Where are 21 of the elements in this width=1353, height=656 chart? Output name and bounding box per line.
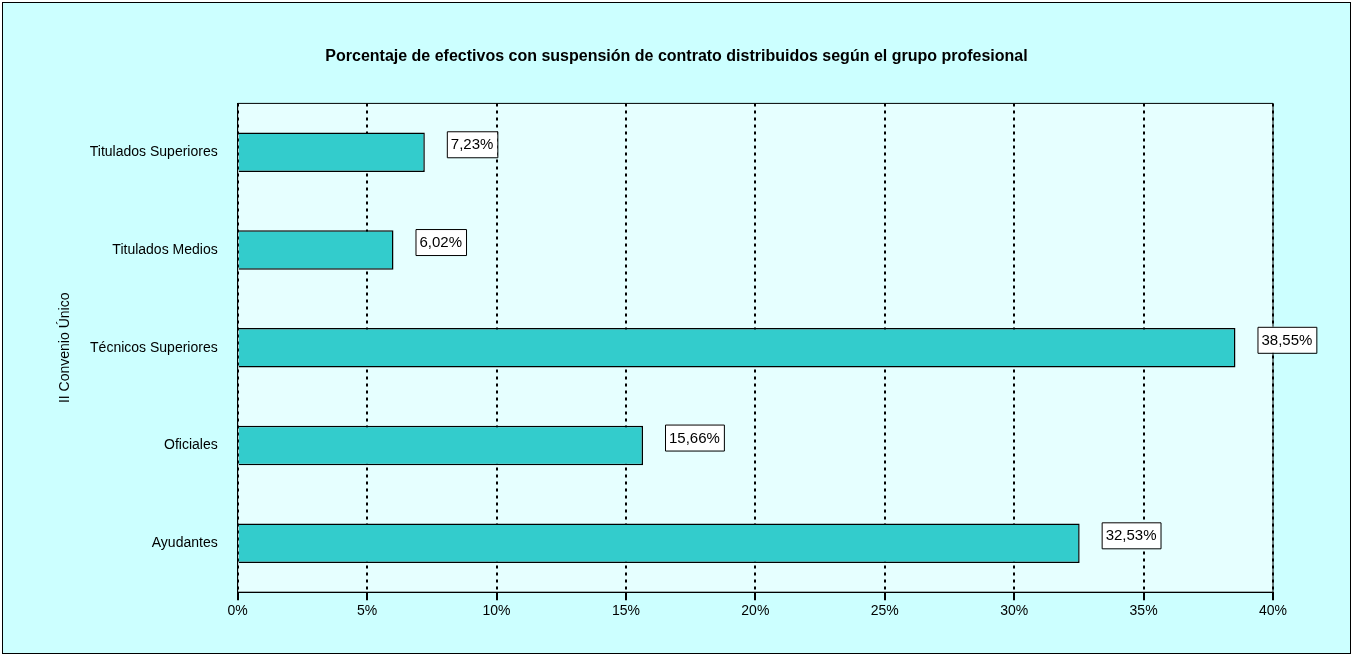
x-tick-label: 35%	[1129, 602, 1158, 619]
x-tick-label: 10%	[482, 602, 511, 619]
data-label: 15,66%	[669, 428, 720, 446]
data-label: 32,53%	[1105, 526, 1157, 544]
y-tick-label: Oficiales	[163, 436, 218, 453]
x-tick-label: 40%	[1258, 602, 1288, 619]
y-tick-label: Técnicos Superiores	[90, 338, 218, 355]
x-tick-label: 30%	[1000, 602, 1029, 619]
y-tick-label: Ayudantes	[151, 534, 218, 551]
chart-title: Porcentaje de efectivos con suspensión de contrato distribuidos según el grupo profesional	[324, 47, 1029, 65]
x-tick-label: 25%	[870, 602, 899, 619]
x-tick-label: 20%	[741, 602, 770, 619]
x-tick-label: 5%	[356, 602, 378, 619]
data-label: 38,55%	[1261, 330, 1313, 348]
y-tick-label: Titulados Medios	[112, 240, 218, 257]
x-tick-label: 0%	[227, 602, 248, 619]
data-label: 7,23%	[450, 135, 494, 153]
data-label: 6,02%	[419, 233, 463, 251]
y-tick-label: Titulados Superiores	[89, 143, 218, 160]
y-axis-title: II Convenio Único	[56, 292, 73, 404]
x-tick-label: 15%	[611, 602, 640, 619]
